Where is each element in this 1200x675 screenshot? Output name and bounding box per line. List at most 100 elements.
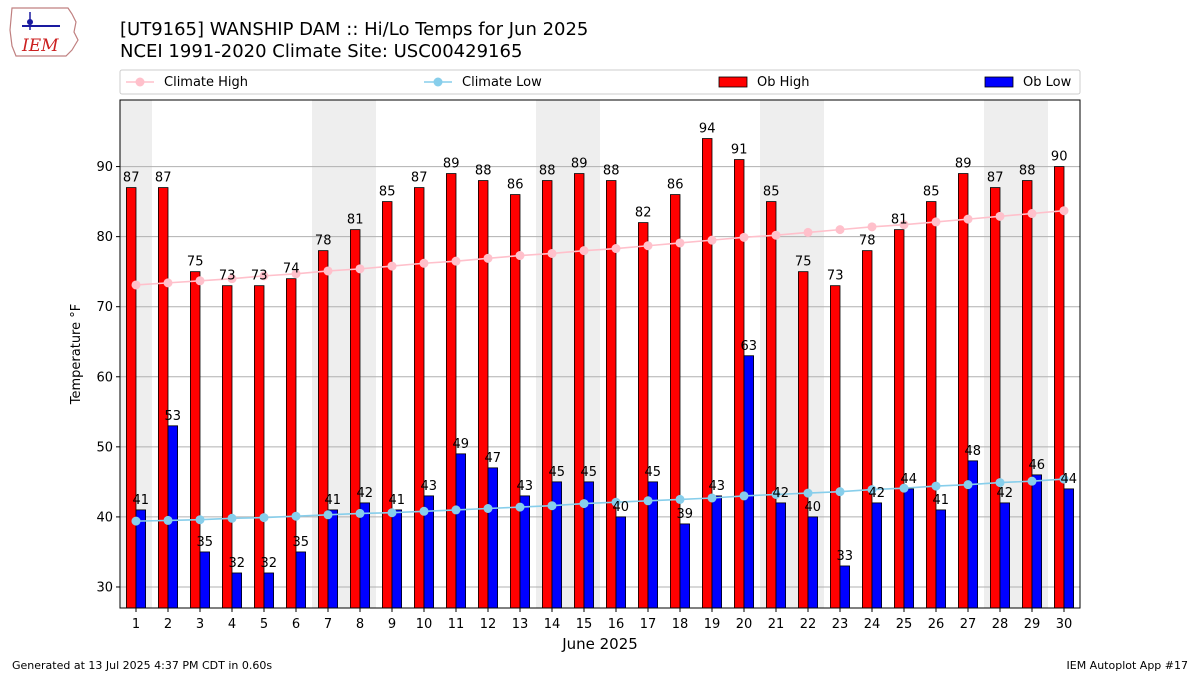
- climate-low-point: [291, 511, 301, 521]
- ob-high-value-label: 75: [187, 255, 204, 270]
- legend-ob-low-swatch: [984, 76, 1014, 88]
- ob-low-value-label: 53: [165, 409, 182, 424]
- x-tick-label: 14: [544, 617, 561, 632]
- ob-low-value-label: 63: [741, 339, 758, 354]
- climate-high-point: [1027, 209, 1037, 219]
- climate-low-point: [771, 489, 781, 499]
- ob-high-bar: [477, 180, 489, 609]
- climate-low-point: [259, 513, 269, 523]
- legend-climate-low-label: Climate Low: [462, 75, 542, 90]
- x-tick-label: 1: [132, 617, 140, 632]
- x-tick-label: 23: [832, 617, 849, 632]
- y-tick-label: 50: [96, 440, 113, 455]
- chart-title-line2: NCEI 1991-2020 Climate Site: USC00429165: [120, 41, 522, 62]
- climate-low-point: [1027, 476, 1037, 486]
- ob-high-bar: [862, 250, 873, 609]
- x-tick-label: 19: [704, 617, 721, 632]
- climate-high-point: [451, 256, 461, 266]
- climate-high-point: [419, 258, 429, 268]
- footer-app: IEM Autoplot App #17: [1067, 659, 1189, 672]
- climate-high-point: [963, 214, 973, 224]
- climate-low-point: [227, 513, 237, 523]
- ob-low-bar: [359, 502, 371, 609]
- ob-high-bar: [285, 278, 297, 609]
- x-tick-label: 27: [960, 617, 977, 632]
- ob-high-value-label: 74: [283, 262, 300, 277]
- ob-high-value-label: 81: [347, 213, 364, 228]
- climate-low-point: [995, 478, 1005, 488]
- ob-high-value-label: 85: [379, 185, 396, 200]
- ob-high-value-label: 75: [795, 255, 812, 270]
- ob-low-value-label: 40: [613, 500, 630, 515]
- climate-low-point: [195, 515, 205, 525]
- climate-high-point: [675, 238, 685, 248]
- ob-high-value-label: 87: [155, 171, 172, 186]
- x-tick-label: 12: [480, 617, 497, 632]
- climate-low-line: [135, 478, 1065, 522]
- ob-low-value-label: 42: [997, 486, 1014, 501]
- climate-high-point: [739, 232, 749, 242]
- climate-high-point: [515, 251, 525, 261]
- plot-frame: [119, 99, 1081, 609]
- ob-low-value-label: 39: [677, 507, 694, 522]
- ob-high-bar: [990, 187, 1001, 609]
- ob-low-bar: [775, 502, 787, 609]
- climate-low-point: [515, 502, 525, 512]
- climate-low-point: [387, 508, 397, 518]
- climate-low-point: [931, 481, 941, 491]
- climate-high-point: [899, 220, 909, 230]
- ob-high-value-label: 89: [571, 157, 588, 172]
- x-tick-label: 6: [292, 617, 300, 632]
- ob-high-bar: [958, 173, 969, 609]
- climate-high-point: [291, 269, 301, 279]
- legend-climate-high-marker: [135, 77, 145, 87]
- legend-climate-low-marker: [433, 77, 443, 87]
- ob-low-bar: [679, 523, 691, 609]
- ob-high-bar: [317, 250, 329, 609]
- ob-low-value-label: 41: [389, 493, 406, 508]
- ob-low-bar: [807, 516, 819, 609]
- ob-low-bar: [487, 467, 499, 609]
- x-tick-label: 13: [512, 617, 529, 632]
- climate-low-point: [451, 505, 461, 515]
- ob-low-bar: [1063, 488, 1075, 609]
- ob-low-bar: [935, 509, 947, 609]
- x-tick-label: 30: [1056, 617, 1073, 632]
- climate-low-point: [547, 501, 557, 511]
- x-tick-label: 8: [356, 617, 364, 632]
- ob-high-bar: [349, 229, 361, 609]
- ob-low-value-label: 43: [709, 479, 726, 494]
- climate-low-point: [1059, 474, 1069, 484]
- ob-high-bar: [894, 229, 905, 609]
- ob-low-value-label: 41: [933, 493, 950, 508]
- x-tick-label: 26: [928, 617, 945, 632]
- ob-high-value-label: 81: [891, 213, 908, 228]
- ob-high-bar: [1022, 180, 1033, 609]
- ob-high-bar: [574, 173, 585, 609]
- ob-low-value-label: 41: [133, 493, 150, 508]
- ob-low-value-label: 32: [229, 556, 246, 571]
- climate-high-point: [227, 274, 237, 284]
- x-tick-label: 10: [416, 617, 433, 632]
- x-tick-label: 29: [1024, 617, 1041, 632]
- iem-logo: IEM: [9, 7, 79, 57]
- legend-ob-high-swatch: [718, 76, 748, 88]
- ob-high-value-label: 87: [987, 171, 1004, 186]
- bar-value-labels: 87 87 75 73 73 74 78 81 85 87 89 88 86 88 89 88 82 86 94 91…: [123, 122, 1077, 571]
- y-tick-label: 70: [96, 300, 113, 315]
- y-tick-label: 60: [96, 370, 113, 385]
- ob-low-bar: [871, 502, 883, 609]
- climate-low-point: [131, 516, 141, 526]
- ob-high-value-label: 73: [827, 269, 844, 284]
- ob-high-bar: [702, 138, 713, 609]
- climate-high-point: [259, 271, 269, 281]
- legend-box: [119, 69, 1081, 95]
- ob-low-value-label: 45: [645, 465, 662, 480]
- ob-high-value-label: 82: [635, 206, 652, 221]
- ob-low-bar: [743, 355, 755, 609]
- x-tick-label: 24: [864, 617, 881, 632]
- ob-high-bar: [126, 187, 137, 609]
- x-tick-label: 21: [768, 617, 785, 632]
- bars: [126, 138, 1075, 609]
- ob-low-bar: [263, 572, 275, 609]
